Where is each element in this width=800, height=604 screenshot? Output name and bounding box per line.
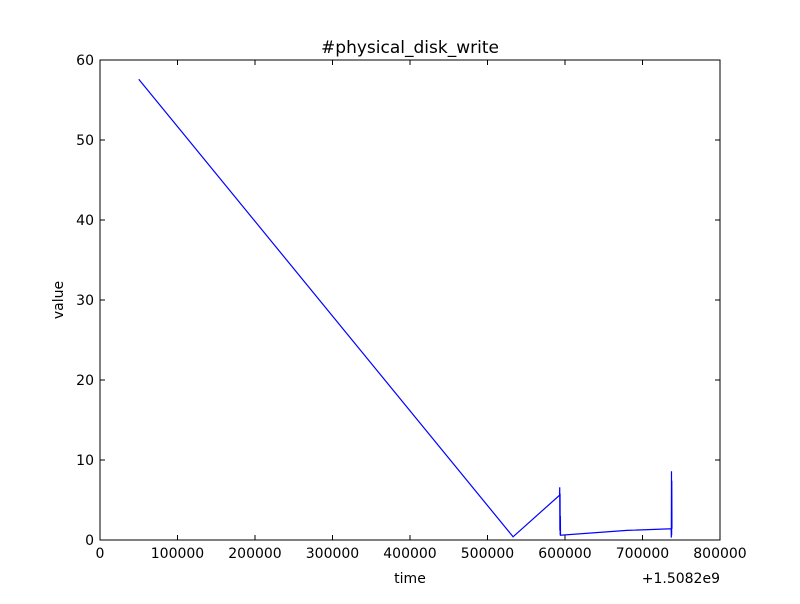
y-tick-label: 0 <box>85 533 94 549</box>
x-tick-label: 800000 <box>693 546 746 562</box>
x-offset-label: +1.5082e9 <box>642 571 720 587</box>
x-tick-label: 300000 <box>306 546 359 562</box>
y-axis-label: value <box>51 281 67 319</box>
x-tick-label: 100000 <box>151 546 204 562</box>
y-tick-label: 20 <box>76 373 94 389</box>
y-tick-label: 50 <box>76 133 94 149</box>
y-tick-label: 60 <box>76 53 94 69</box>
x-tick-label: 500000 <box>461 546 514 562</box>
x-tick-label: 400000 <box>383 546 436 562</box>
y-tick-label: 10 <box>76 453 94 469</box>
plot-area: 0 100000 200000 300000 400000 500000 600000 700… <box>76 53 747 562</box>
x-axis-label: time <box>394 571 426 587</box>
x-tick-label: 0 <box>96 546 105 562</box>
x-tick-label: 600000 <box>538 546 591 562</box>
x-tick-label: 700000 <box>616 546 669 562</box>
y-tick-label: 30 <box>76 293 94 309</box>
series-line-0 <box>138 78 673 538</box>
x-tick-label: 200000 <box>228 546 281 562</box>
chart-title: #physical_disk_write <box>321 38 499 58</box>
y-tick-label: 40 <box>76 213 94 229</box>
plot-frame <box>99 59 721 541</box>
